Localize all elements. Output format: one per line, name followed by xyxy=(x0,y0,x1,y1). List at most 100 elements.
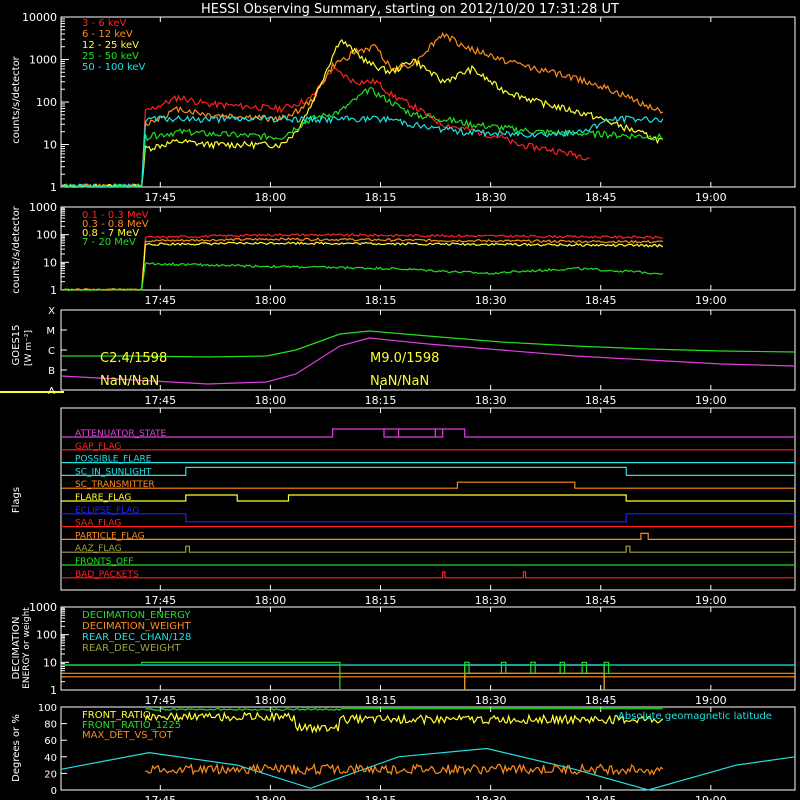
panel1-xtick-label: 18:00 xyxy=(255,191,287,204)
decimation-green-a xyxy=(61,661,341,690)
chart-title: HESSI Observing Summary, starting on 201… xyxy=(201,2,619,17)
flag-label: BAD_PACKETS xyxy=(75,570,139,580)
panel1-legend-entry: 3 - 6 keV xyxy=(82,18,126,29)
panel6-xtick-label: 17:45 xyxy=(144,794,176,800)
panel1-ytick-label: 1 xyxy=(50,181,57,194)
decimation-spike xyxy=(530,661,536,674)
panel2-legend-entry: 0.3 - 0.8 MeV xyxy=(82,219,149,230)
panel5-ytick-label: 100 xyxy=(36,629,57,642)
panel2-ytick-label: 1000 xyxy=(29,201,57,214)
panel6-right-legend: Absolute geomagnetic latitude xyxy=(618,711,772,722)
panel4-xtick-label: 18:15 xyxy=(365,594,397,607)
goes-annotation: NaN/NaN xyxy=(100,374,159,389)
panel4-xtick-label: 19:00 xyxy=(695,594,727,607)
panel6-frame xyxy=(60,706,796,791)
panel5-legend-entry: DECIMATION_ENERGY xyxy=(82,610,191,621)
panel5-ytick-label: 1 xyxy=(50,684,57,697)
panel1-legend-entry: 6 - 12 keV xyxy=(82,29,133,40)
panel2-legend-entry: 7 - 20 MeV xyxy=(82,237,136,248)
panel5-xtick-label: 18:15 xyxy=(365,694,397,707)
panel5-ytick-label: 10 xyxy=(43,656,57,669)
front-ratio-line xyxy=(144,710,664,734)
panel5-xtick-label: 18:45 xyxy=(585,694,617,707)
goes-annotation: M9.0/1598 xyxy=(370,351,439,366)
panel3-ylevel-label: B xyxy=(48,366,55,377)
flag-line-transmitter xyxy=(61,481,795,489)
panel6-legend-entry: MAX_DET_VS_TOT xyxy=(82,730,174,741)
panel2-series-line xyxy=(60,241,664,291)
panel1-legend-entry: 12 - 25 keV xyxy=(82,40,139,51)
panel2-series-line xyxy=(60,233,664,291)
panel3-ylevel-label: C xyxy=(48,346,55,357)
flag-label: ATTENUATOR_STATE xyxy=(75,429,167,439)
goes-short-line xyxy=(60,337,796,385)
panel1-ytick-label: 100 xyxy=(36,96,57,109)
panel5-legend-entry: REAR_DEC_CHAN/128 xyxy=(82,632,191,643)
panel2-xtick-label: 18:00 xyxy=(255,294,287,307)
panel3-xtick-label: 18:45 xyxy=(585,394,617,407)
max-det-vs-tot-line xyxy=(145,762,664,776)
flag-line-sunlight xyxy=(61,466,795,476)
goes-long-line xyxy=(61,330,796,358)
flag-label: SC_TRANSMITTER xyxy=(75,480,155,490)
panel6-ytick-label: 100 xyxy=(38,703,57,714)
panel5-legend-entry: DECIMATION_WEIGHT xyxy=(82,621,191,632)
panel4-frame xyxy=(60,407,796,591)
panel1-xtick-label: 17:45 xyxy=(144,191,176,204)
panel2-ytick-label: 1 xyxy=(50,284,57,297)
panel3-xtick-label: 17:45 xyxy=(144,394,176,407)
panel1-xtick-label: 18:30 xyxy=(475,191,507,204)
panel1-legend-entry: 50 - 100 keV xyxy=(82,62,146,73)
panel6-ytick-label: 40 xyxy=(44,753,57,764)
panel3-xtick-label: 18:00 xyxy=(255,394,287,407)
panel4-xtick-label: 18:30 xyxy=(475,594,507,607)
panel6-legend-entry: FRONT_RATIO xyxy=(82,710,151,721)
flag-line-eclipse xyxy=(61,513,795,523)
panel5-ylabel2: ENERGY or weight xyxy=(22,607,32,689)
panel6-ytick-label: 80 xyxy=(44,720,57,731)
panel5-legend-entry: REAR_DEC_WEIGHT xyxy=(82,643,181,654)
geomagnetic-latitude-line xyxy=(60,747,796,791)
panel2-xtick-label: 18:15 xyxy=(365,294,397,307)
panel3-ylevel-label: M xyxy=(46,326,55,337)
panel6-ylabel: Degrees or % xyxy=(11,714,22,782)
flag-label: PARTICLE_FLAG xyxy=(75,531,145,541)
panel2-xtick-label: 17:45 xyxy=(144,294,176,307)
flag-label: AAZ_FLAG xyxy=(75,544,122,554)
flag-label: SAA_FLAG xyxy=(75,519,121,529)
panel4-ylabel: Flags xyxy=(11,487,22,513)
panel3-ylabel: GOES15 xyxy=(11,324,22,365)
panel2-ytick-label: 100 xyxy=(36,229,57,242)
panel5-xtick-label: 18:30 xyxy=(475,694,507,707)
panel3-ylabel-units: [W m⁻²] xyxy=(24,330,34,366)
panel2-ylabel: counts/s/detector xyxy=(11,205,22,293)
flag-line-attenuator xyxy=(61,428,795,438)
decimation-spike xyxy=(603,661,610,674)
panel5-xtick-label: 17:45 xyxy=(144,694,176,707)
panel2-frame xyxy=(60,206,796,291)
panel5-xtick-label: 18:00 xyxy=(255,694,287,707)
flag-label: FLARE_FLAG xyxy=(75,493,131,503)
panel2-xtick-label: 18:45 xyxy=(585,294,617,307)
panel6-xtick-label: 18:30 xyxy=(475,794,507,800)
panel1-series-line xyxy=(60,114,664,189)
flag-line-flare xyxy=(61,494,795,502)
panel1-series-line xyxy=(60,66,590,189)
panel1-ytick-label: 10 xyxy=(43,139,57,152)
panel1-xtick-label: 19:00 xyxy=(695,191,727,204)
panel6-ytick-label: 20 xyxy=(44,769,57,780)
panel1-series-line xyxy=(60,86,664,188)
flag-line-aaz xyxy=(61,545,795,553)
panel2-legend-entry: 0.8 - 7 MeV xyxy=(82,228,139,239)
panel3-xtick-label: 18:15 xyxy=(365,394,397,407)
decimation-orange-b xyxy=(464,672,605,690)
panel1-ytick-label: 10000 xyxy=(22,11,57,24)
panel2-series-line xyxy=(61,237,663,291)
panel5-ytick-label: 1000 xyxy=(29,601,57,614)
flag-label: SC_IN_SUNLIGHT xyxy=(75,467,152,477)
flag-line-bad-packets xyxy=(61,571,795,579)
decimation-spike xyxy=(559,661,566,674)
flag-label: GAP_FLAG xyxy=(75,442,121,452)
panel6-xtick-label: 18:45 xyxy=(585,794,617,800)
